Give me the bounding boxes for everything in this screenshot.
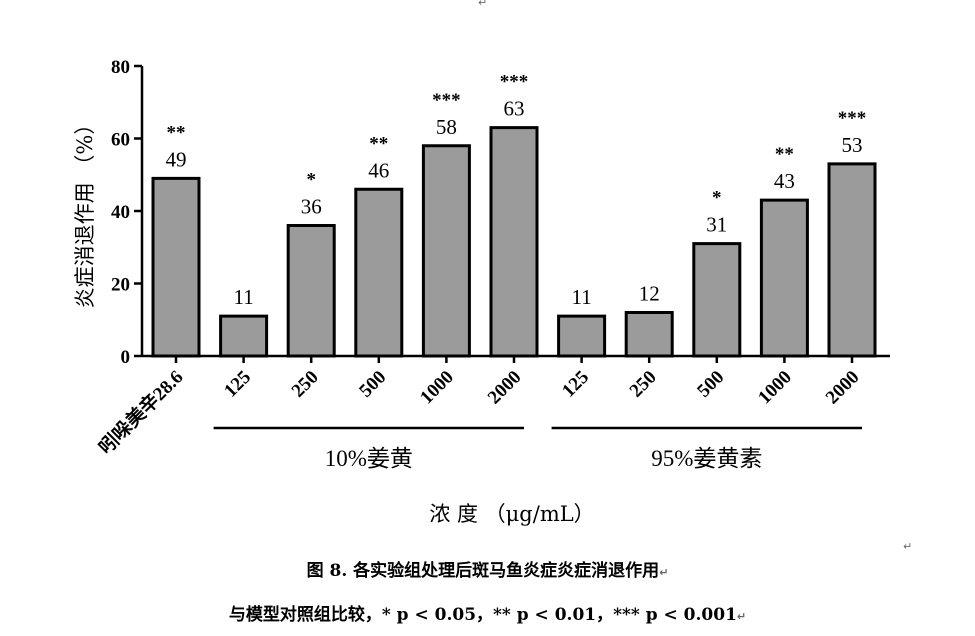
paragraph-mark: ↵: [659, 566, 669, 579]
value-label: 63: [504, 97, 525, 121]
significance-label: ***: [432, 90, 461, 111]
caption-line1: 图 8. 各实验组处理后斑马鱼炎症炎症消退作用: [306, 561, 660, 581]
paragraph-mark: ↵: [903, 540, 913, 553]
bar: [354, 187, 404, 358]
bar: [759, 198, 809, 358]
significance-label: **: [369, 133, 388, 154]
figure-note: 与模型对照组比较，* p < 0.05，** p < 0.01，*** p < …: [0, 600, 975, 625]
group-label: 10%姜黄: [325, 446, 413, 471]
value-label: 53: [842, 133, 863, 157]
bar: [286, 224, 336, 358]
significance-label: *: [306, 170, 316, 191]
group-label: 95%姜黄素: [651, 446, 762, 471]
value-label: 11: [233, 285, 253, 309]
y-axis-title: 炎症消退作用 （%）: [73, 114, 97, 309]
x-tick-label: 2000: [822, 367, 864, 409]
bar: [421, 144, 471, 358]
x-tick-label: 1000: [416, 367, 458, 409]
significance-label: **: [167, 122, 186, 143]
bar-chart: 0 20 40 60 80 49 ** 吲哚美辛28.6 11 125 36 * 250 46 ** 500 5…: [73, 57, 890, 526]
x-tick-label: 250: [626, 367, 661, 402]
x-tick-label: 125: [220, 367, 255, 402]
value-label: 43: [774, 169, 795, 193]
x-tick-label: 500: [693, 367, 728, 402]
significance-label: **: [775, 144, 794, 165]
bar: [219, 314, 269, 358]
x-tick-label: 500: [355, 367, 390, 402]
x-tick-label: 250: [288, 367, 323, 402]
value-label: 58: [436, 115, 457, 139]
bar: [489, 126, 539, 358]
x-tick-label: 1000: [754, 367, 796, 409]
y-tick-label: 20: [111, 275, 130, 296]
paragraph-mark: ↵: [736, 610, 747, 623]
significance-label: ***: [500, 72, 529, 93]
bar: [557, 314, 607, 358]
x-tick-label: 2000: [484, 367, 526, 409]
significance-label: ***: [838, 108, 867, 129]
value-label: 31: [706, 213, 727, 237]
x-axis-title: 浓 度 （μg/mL）: [429, 502, 594, 526]
figure-caption: 图 8. 各实验组处理后斑马鱼炎症炎症消退作用↵: [0, 556, 975, 581]
y-tick-label: 0: [121, 347, 131, 368]
y-tick-label: 40: [111, 202, 130, 223]
significance-label: *: [712, 188, 722, 209]
value-label: 11: [571, 285, 591, 309]
paragraph-mark: ↵: [478, 0, 488, 9]
y-tick-label: 80: [111, 57, 130, 78]
bar: [151, 176, 201, 358]
bar: [624, 311, 674, 358]
x-tick-label: 吲哚美辛28.6: [94, 365, 188, 459]
value-label: 46: [368, 158, 389, 182]
y-tick-label: 60: [111, 130, 130, 151]
value-label: 36: [301, 195, 322, 219]
value-label: 12: [639, 282, 660, 306]
bar: [692, 242, 742, 358]
value-label: 49: [166, 147, 187, 171]
x-tick-label: 125: [558, 367, 593, 402]
caption-line2: 与模型对照组比较，* p < 0.05，** p < 0.01，*** p < …: [228, 605, 737, 625]
bar: [827, 162, 877, 358]
